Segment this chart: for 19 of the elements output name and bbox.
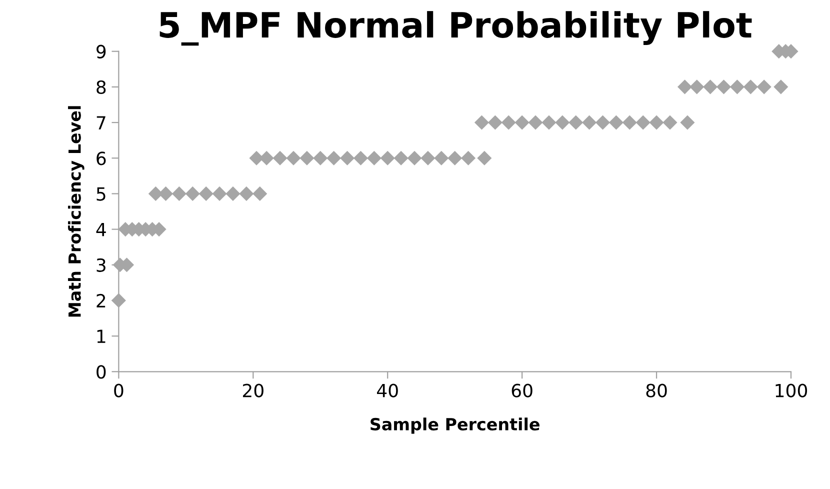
y-tick-label: 3 [96,258,106,272]
y-tick-label: 0 [96,365,106,379]
chart-title: 5_MPF Normal Probability Plot [160,11,752,46]
x-tick-label: 80 [646,384,667,398]
x-tick-label: 40 [377,384,398,398]
y-tick-label: 1 [97,330,106,343]
y-tick-label: 2 [96,294,106,308]
x-tick-label: 100 [776,384,808,398]
y-tick-label: 4 [96,222,106,236]
x-axis-title: Sample Percentile [370,418,540,434]
x-tick-label: 20 [242,384,264,398]
y-tick-label: 7 [96,116,106,130]
y-tick-label: 8 [96,80,106,94]
x-tick-label: 60 [512,384,532,398]
y-tick-label: 9 [96,44,106,58]
y-axis-title: Math Proficiency Level [68,106,84,317]
y-tick-label: 6 [96,152,106,166]
y-tick-label: 5 [96,187,106,201]
x-tick-label: 0 [114,384,124,398]
